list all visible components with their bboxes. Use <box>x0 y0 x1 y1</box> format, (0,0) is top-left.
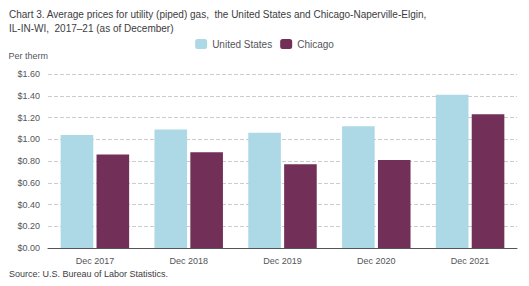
svg-text:Dec 2021: Dec 2021 <box>451 256 490 266</box>
svg-text:$0.80: $0.80 <box>17 156 40 166</box>
svg-text:Chart 3. Average prices for ut: Chart 3. Average prices for utility (pip… <box>9 9 426 20</box>
svg-text:Per therm: Per therm <box>8 51 48 61</box>
svg-text:$1.00: $1.00 <box>17 134 40 144</box>
svg-text:Chicago: Chicago <box>297 39 334 50</box>
svg-text:$1.60: $1.60 <box>17 69 40 79</box>
svg-text:Dec 2020: Dec 2020 <box>357 256 396 266</box>
svg-text:Source: U.S. Bureau of Labor S: Source: U.S. Bureau of Labor Statistics. <box>9 269 168 279</box>
svg-text:$1.40: $1.40 <box>17 91 40 101</box>
svg-text:$0.00: $0.00 <box>17 243 40 253</box>
svg-text:$0.60: $0.60 <box>17 178 40 188</box>
svg-text:$0.40: $0.40 <box>17 200 40 210</box>
svg-text:$1.20: $1.20 <box>17 113 40 123</box>
svg-text:Dec 2019: Dec 2019 <box>263 256 302 266</box>
svg-text:United States: United States <box>212 39 272 50</box>
svg-text:IL-IN-WI, 2017–21 (as of Dece: IL-IN-WI, 2017–21 (as of December) <box>9 23 174 34</box>
svg-text:$0.20: $0.20 <box>17 221 40 231</box>
svg-text:Dec 2017: Dec 2017 <box>76 256 115 266</box>
svg-text:Dec 2018: Dec 2018 <box>169 256 208 266</box>
